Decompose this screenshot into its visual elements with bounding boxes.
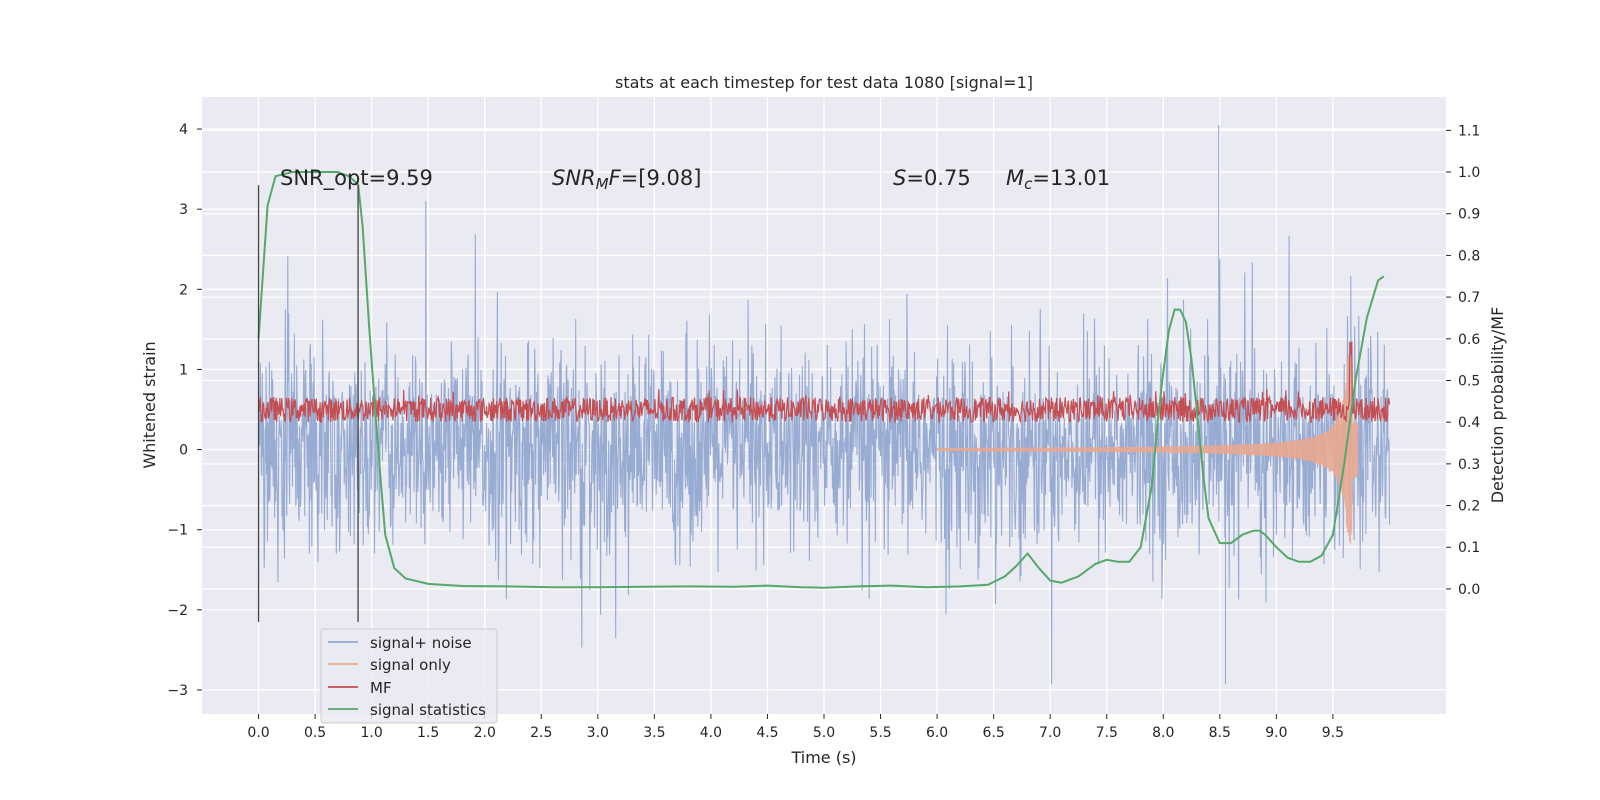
y-right-tick-label: 0.1 <box>1458 540 1480 556</box>
annotation-s: S=0.75 <box>893 166 971 190</box>
x-tick-label: 8.5 <box>1209 725 1231 741</box>
y-left-tick-label: −2 <box>167 603 188 619</box>
annotation-snr-opt: SNR_opt=9.59 <box>280 166 433 191</box>
chart-title: stats at each timestep for test data 108… <box>615 73 1033 92</box>
annotation-snr-mf-value: =[9.08] <box>621 166 702 190</box>
mf-line <box>257 341 1391 425</box>
annotation-s-value: =0.75 <box>906 166 970 190</box>
y-right-tick-label: 1.1 <box>1458 123 1480 139</box>
y-left-tick-label: 1 <box>179 362 188 378</box>
vertical-markers <box>257 185 359 622</box>
y-left-tick-label: 0 <box>179 443 188 459</box>
x-tick-label: 2.5 <box>530 725 552 741</box>
y-right-axis-ticks: 1.1 1.0 0.9 0.8 0.7 0.6 0.5 0.4 0.3 0.2 0.1 0.0 <box>1446 123 1480 598</box>
y-right-tick-label: 0.5 <box>1458 373 1480 389</box>
y-right-tick-label: 0.7 <box>1458 290 1480 306</box>
annotation-mc-subscript: c <box>1024 175 1033 193</box>
y-left-tick-label: 4 <box>179 122 188 138</box>
y-right-tick-label: 0.2 <box>1458 499 1480 515</box>
y-left-tick-label: 2 <box>179 282 188 298</box>
x-tick-label: 5.5 <box>869 725 891 741</box>
mf-series <box>257 341 1391 425</box>
x-tick-label: 2.0 <box>474 725 496 741</box>
annotation-mc-symbol: M <box>1006 166 1024 190</box>
y-right-tick-label: 0.8 <box>1458 248 1480 264</box>
annotation-snr-mf-tail: F <box>609 166 622 190</box>
x-tick-label: 8.0 <box>1152 725 1174 741</box>
x-axis-label: Time (s) <box>790 748 856 767</box>
y-right-tick-label: 0.6 <box>1458 332 1480 348</box>
signal-only-series <box>936 353 1359 545</box>
annotation-s-symbol: S <box>893 166 906 190</box>
x-tick-label: 0.5 <box>304 725 326 741</box>
x-tick-label: 3.5 <box>643 725 665 741</box>
y-left-tick-label: −3 <box>167 683 188 699</box>
y-left-axis-ticks: 4 3 2 1 0 −1 −2 −3 <box>167 122 202 699</box>
y-right-tick-label: 1.0 <box>1458 165 1480 181</box>
x-tick-label: 7.0 <box>1039 725 1061 741</box>
legend-label-mf: MF <box>370 679 392 697</box>
x-axis-ticks: 0.0 0.5 1.0 1.5 2.0 2.5 3.0 3.5 4.0 4.5 5.0 5.5 6.0 6… <box>247 714 1344 741</box>
legend-label-signal-statistics: signal statistics <box>370 701 486 719</box>
x-tick-label: 1.5 <box>417 725 439 741</box>
legend-box <box>320 628 498 724</box>
signal-statistics-series <box>257 171 1385 589</box>
annotation-snr-mf: SNRMF=[9.08] <box>552 166 701 193</box>
y-left-tick-label: 3 <box>179 202 188 218</box>
x-tick-label: 9.5 <box>1322 725 1344 741</box>
y-right-axis-label: Detection probability/MF <box>1488 307 1507 504</box>
x-tick-label: 9.0 <box>1265 725 1287 741</box>
y-right-tick-label: 0.9 <box>1458 207 1480 223</box>
x-tick-label: 7.5 <box>1096 725 1118 741</box>
annotation-snr-mf-symbol: SNR <box>552 166 596 190</box>
y-left-tick-label: −1 <box>167 523 188 539</box>
x-tick-label: 4.0 <box>700 725 722 741</box>
legend: signal+ noise signal only MF signal stat… <box>320 628 498 724</box>
y-right-tick-label: 0.3 <box>1458 457 1480 473</box>
x-tick-label: 5.0 <box>813 725 835 741</box>
annotation-mc: Mc=13.01 <box>1006 166 1110 193</box>
x-tick-label: 3.0 <box>587 725 609 741</box>
y-left-axis-label: Whitened strain <box>140 341 159 468</box>
y-right-tick-label: 0.4 <box>1458 415 1480 431</box>
annotation-snr-mf-subscript: M <box>596 175 609 193</box>
annotation-mc-value: =13.01 <box>1032 166 1110 190</box>
x-tick-label: 1.0 <box>361 725 383 741</box>
legend-label-signal-only: signal only <box>370 656 451 674</box>
legend-label-signal-plus-noise: signal+ noise <box>370 634 472 652</box>
signal-statistics-line <box>257 171 1385 589</box>
signal-only-line <box>936 353 1359 545</box>
x-tick-label: 4.5 <box>756 725 778 741</box>
x-tick-label: 6.5 <box>983 725 1005 741</box>
y-right-tick-label: 0.0 <box>1458 582 1480 598</box>
x-tick-label: 6.0 <box>926 725 948 741</box>
x-tick-label: 0.0 <box>247 725 269 741</box>
